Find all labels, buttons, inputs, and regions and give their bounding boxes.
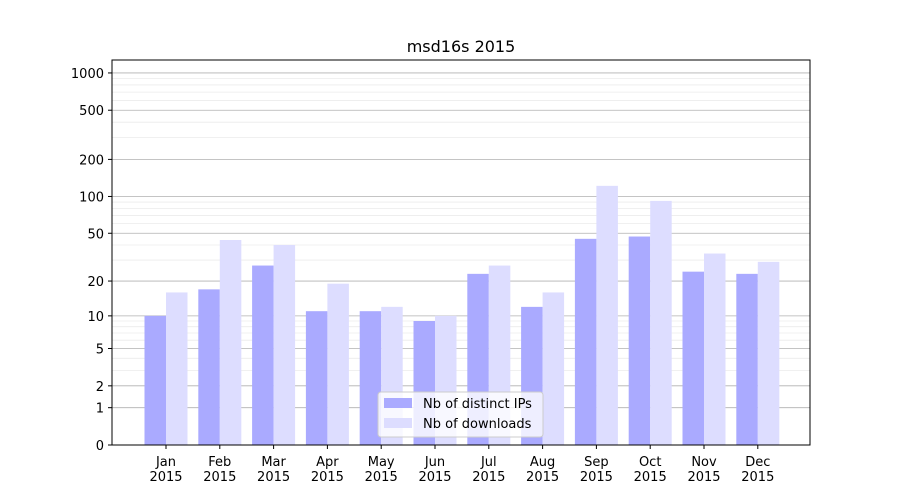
bar-ips (198, 289, 220, 445)
x-tick-label: Jun (424, 455, 445, 470)
x-tick-label: 2015 (687, 470, 720, 485)
bar-downloads (273, 245, 296, 445)
bar-ips (628, 236, 651, 445)
x-tick-label: Mar (261, 455, 286, 470)
y-tick-label: 50 (87, 227, 104, 242)
x-tick-label: Apr (316, 455, 339, 470)
bar-ips (252, 265, 274, 445)
x-tick-label: 2015 (741, 470, 774, 485)
bar-ips (305, 311, 328, 445)
legend-swatch (384, 418, 412, 428)
legend-swatch (384, 398, 412, 408)
x-tick-label: Feb (208, 455, 231, 470)
y-tick-label: 1 (96, 402, 104, 417)
axes-frame (111, 59, 811, 446)
bar-ips (359, 311, 382, 445)
bar-ips (574, 238, 597, 445)
bar-ips (682, 271, 704, 445)
x-tick-label: 2015 (526, 470, 559, 485)
bar-downloads (542, 292, 565, 445)
y-tick-label: 100 (79, 190, 104, 205)
bar-downloads (757, 261, 780, 445)
y-tick-label: 10 (87, 310, 104, 325)
x-tick-label: Jan (155, 455, 176, 470)
y-tick-label: 20 (87, 275, 104, 290)
x-tick-label: May (368, 455, 395, 470)
x-tick-label: Aug (530, 455, 555, 470)
x-tick-label: 2015 (365, 470, 398, 485)
legend-label: Nb of downloads (423, 417, 532, 432)
legend: Nb of distinct IPs Nb of downloads (377, 391, 544, 438)
x-tick-label: 2015 (311, 470, 344, 485)
y-tick-label: 500 (79, 104, 104, 119)
legend-box (377, 391, 544, 438)
bar-downloads (219, 240, 242, 445)
chart-title: msd16s 2015 (407, 37, 516, 56)
x-tick-label: 2015 (149, 470, 182, 485)
bar-downloads (166, 292, 188, 445)
x-tick-label: Dec (745, 455, 770, 470)
x-tick-label: Nov (691, 455, 717, 470)
bar-ips (144, 315, 166, 445)
x-tick-label: 2015 (257, 470, 290, 485)
legend-label: Nb of distinct IPs (423, 397, 532, 412)
y-tick-label: 1000 (71, 67, 104, 82)
y-tick-label: 2 (96, 380, 104, 395)
x-tick-label: 2015 (418, 470, 451, 485)
y-tick-label: 200 (79, 153, 104, 168)
bar-ips (736, 273, 758, 445)
x-tick-label: 2015 (472, 470, 505, 485)
x-tick-label: 2015 (580, 470, 613, 485)
x-tick-label: 2015 (203, 470, 236, 485)
x-tick-label: Jul (480, 455, 497, 470)
y-tick-label: 0 (96, 439, 104, 454)
y-tick-label: 5 (96, 343, 104, 358)
bar-downloads (327, 283, 349, 445)
x-tick-label: 2015 (634, 470, 667, 485)
bar-downloads (596, 185, 618, 446)
bar-downloads (704, 253, 726, 445)
x-tick-label: Sep (584, 455, 609, 470)
bar-downloads (650, 200, 672, 445)
x-tick-label: Oct (639, 455, 661, 470)
